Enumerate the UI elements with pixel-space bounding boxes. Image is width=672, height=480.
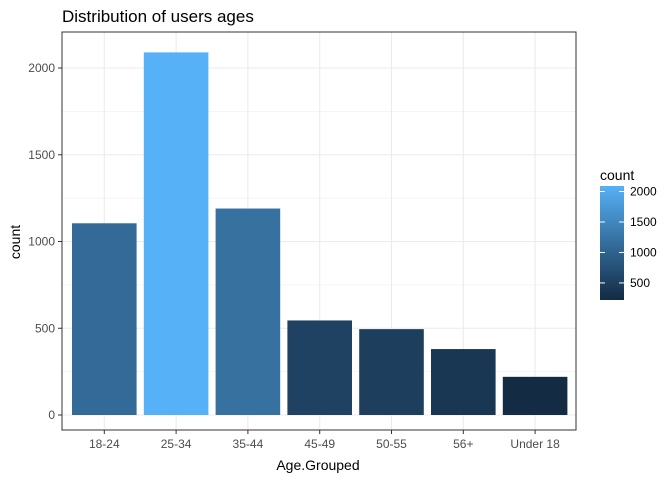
legend-colorbar xyxy=(600,186,624,300)
legend-ticks: 500 1000 1500 2000 xyxy=(600,184,657,290)
y-tick-label: 1000 xyxy=(28,235,55,249)
bar-56- xyxy=(431,349,496,415)
x-tick-label: 18-24 xyxy=(89,437,120,451)
bar-25-34 xyxy=(143,52,209,415)
y-axis-ticks: 0 500 1000 1500 2000 xyxy=(28,61,62,422)
legend-tick-label: 1000 xyxy=(630,245,657,259)
legend-tick-label: 500 xyxy=(630,276,650,290)
panel-border xyxy=(61,31,577,431)
x-tick-label: 56+ xyxy=(453,437,473,451)
chart-title: Distribution of users ages xyxy=(62,7,254,26)
x-axis-title: Age.Grouped xyxy=(276,457,359,473)
x-tick-label: 45-49 xyxy=(304,437,335,451)
x-tick-label: 50-55 xyxy=(376,437,407,451)
x-axis-ticks: 18-24 25-34 35-44 45-49 50-55 56+ Under 18 xyxy=(89,430,560,451)
x-tick-label: 25-34 xyxy=(161,437,192,451)
bar-18-24 xyxy=(72,223,137,415)
x-tick-label: 35-44 xyxy=(233,437,264,451)
y-tick-label: 500 xyxy=(35,321,55,335)
bar-35-44 xyxy=(215,208,281,415)
y-tick-label: 2000 xyxy=(28,61,55,75)
legend: count 500 1000 1500 2000 xyxy=(600,167,657,300)
y-tick-label: 0 xyxy=(48,408,55,422)
bars xyxy=(72,52,568,415)
x-tick-label: Under 18 xyxy=(510,437,560,451)
bar-under-18 xyxy=(502,376,568,415)
legend-tick-label: 1500 xyxy=(630,215,657,229)
bar-50-55 xyxy=(359,329,424,415)
legend-tick-label: 2000 xyxy=(630,184,657,198)
y-axis-title: count xyxy=(7,225,23,259)
y-tick-label: 1500 xyxy=(28,148,55,162)
legend-title: count xyxy=(600,167,634,183)
bar-45-49 xyxy=(287,320,352,415)
